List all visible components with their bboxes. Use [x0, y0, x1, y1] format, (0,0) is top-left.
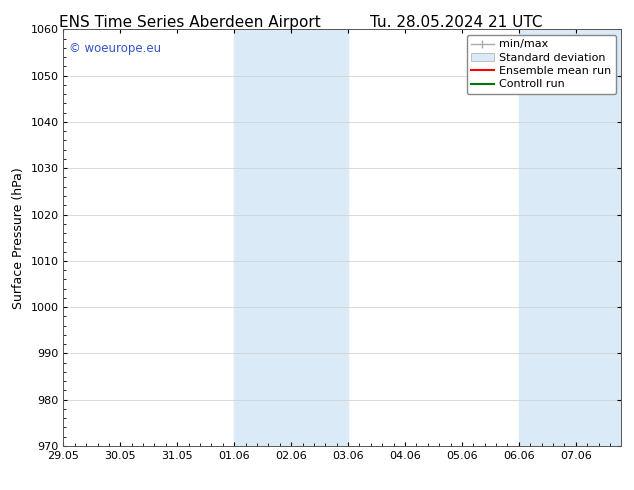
Y-axis label: Surface Pressure (hPa): Surface Pressure (hPa)	[12, 167, 25, 309]
Bar	[519, 29, 621, 446]
Bar	[234, 29, 348, 446]
Text: Tu. 28.05.2024 21 UTC: Tu. 28.05.2024 21 UTC	[370, 15, 543, 30]
Legend: min/max, Standard deviation, Ensemble mean run, Controll run: min/max, Standard deviation, Ensemble me…	[467, 35, 616, 94]
Text: © woeurope.eu: © woeurope.eu	[69, 42, 161, 55]
Text: ENS Time Series Aberdeen Airport: ENS Time Series Aberdeen Airport	[60, 15, 321, 30]
